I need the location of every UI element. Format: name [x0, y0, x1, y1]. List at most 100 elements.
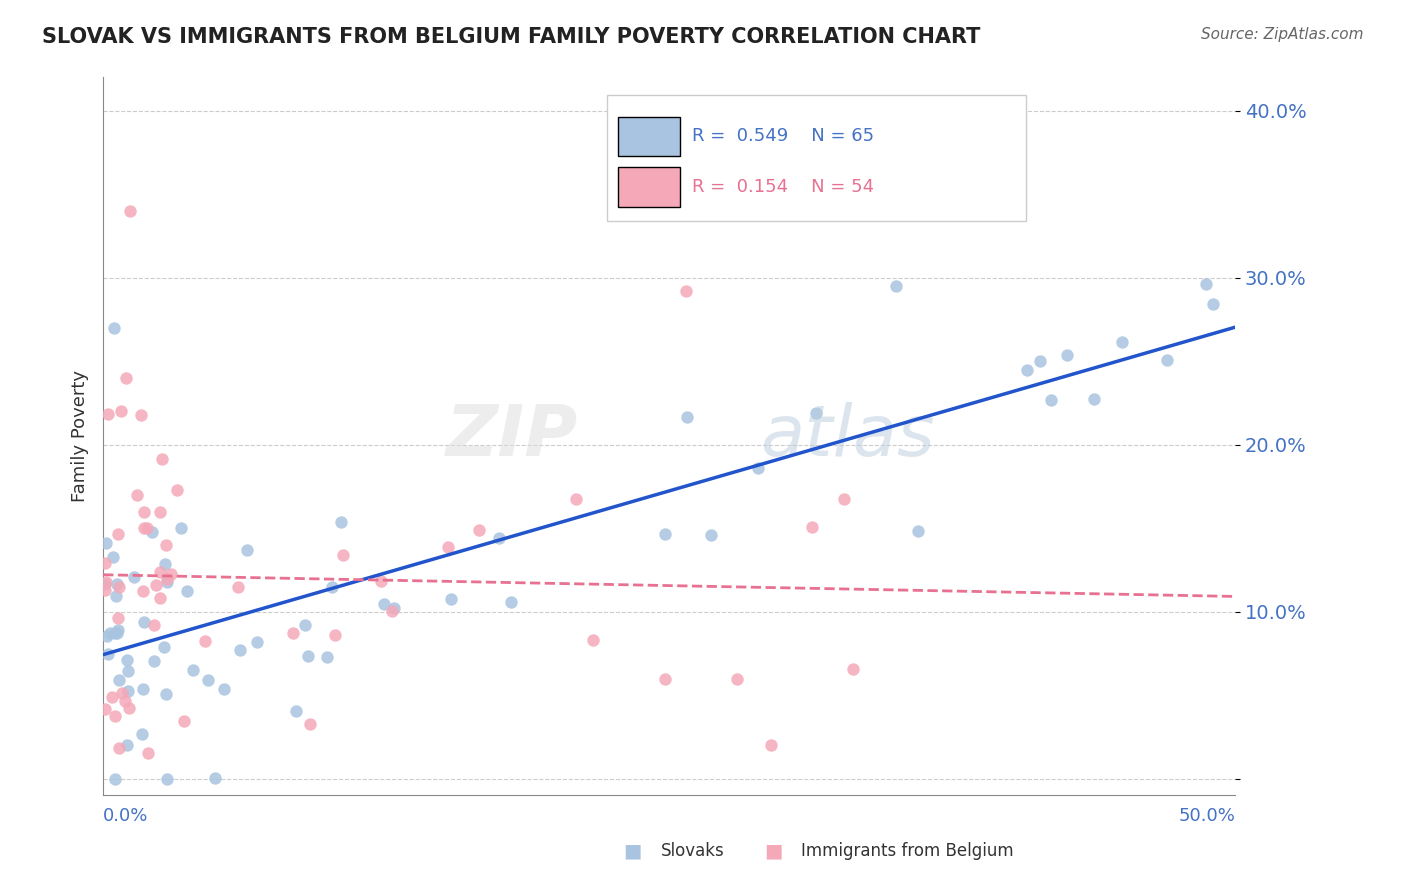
- Point: [236, 543, 259, 558]
- FancyBboxPatch shape: [619, 167, 681, 207]
- Point: [101, 690, 124, 705]
- Point: [138, 746, 160, 760]
- Point: [107, 624, 129, 638]
- Point: [834, 491, 856, 506]
- Point: [437, 541, 460, 555]
- Point: [117, 683, 139, 698]
- Point: [131, 583, 153, 598]
- Point: [499, 595, 522, 609]
- Point: [149, 565, 172, 579]
- Point: [1201, 297, 1223, 311]
- Point: [298, 717, 321, 731]
- Point: [294, 617, 316, 632]
- Point: [107, 611, 129, 625]
- Point: [806, 406, 828, 420]
- Point: [150, 451, 173, 466]
- Point: [122, 570, 145, 584]
- Point: [700, 528, 723, 542]
- Point: [131, 726, 153, 740]
- FancyBboxPatch shape: [607, 95, 1026, 221]
- Point: [907, 524, 929, 539]
- Text: atlas: atlas: [759, 402, 935, 471]
- Point: [330, 515, 353, 529]
- Text: ■: ■: [623, 841, 643, 860]
- Point: [155, 687, 177, 701]
- Point: [141, 524, 163, 539]
- Point: [747, 461, 769, 475]
- Point: [104, 590, 127, 604]
- Point: [97, 407, 120, 421]
- Point: [370, 574, 392, 588]
- Point: [118, 700, 141, 714]
- Point: [120, 204, 142, 219]
- Point: [110, 686, 132, 700]
- Point: [1056, 348, 1078, 362]
- Point: [297, 648, 319, 663]
- Point: [142, 618, 165, 632]
- Point: [94, 582, 117, 597]
- Point: [176, 584, 198, 599]
- Point: [134, 615, 156, 630]
- Text: 50.0%: 50.0%: [1178, 806, 1234, 824]
- Point: [149, 591, 172, 605]
- Point: [153, 557, 176, 571]
- Point: [194, 633, 217, 648]
- Text: R =  0.549    N = 65: R = 0.549 N = 65: [692, 128, 875, 145]
- Point: [115, 738, 138, 752]
- Point: [142, 654, 165, 668]
- Point: [115, 653, 138, 667]
- Point: [173, 714, 195, 728]
- Point: [132, 505, 155, 519]
- Point: [468, 523, 491, 537]
- Point: [94, 576, 117, 591]
- Point: [117, 664, 139, 678]
- Point: [94, 701, 117, 715]
- Point: [103, 549, 125, 564]
- Point: [97, 647, 120, 661]
- Point: [214, 682, 236, 697]
- Point: [114, 693, 136, 707]
- Point: [105, 626, 128, 640]
- Point: [156, 572, 179, 586]
- Text: ZIP: ZIP: [446, 402, 579, 471]
- Point: [160, 567, 183, 582]
- Point: [103, 321, 125, 335]
- Y-axis label: Family Poverty: Family Poverty: [72, 370, 89, 502]
- Point: [1015, 363, 1038, 377]
- Point: [761, 738, 783, 752]
- Point: [565, 492, 588, 507]
- Point: [131, 682, 153, 697]
- Point: [108, 741, 131, 756]
- Point: [676, 409, 699, 424]
- Point: [181, 663, 204, 677]
- Point: [1040, 392, 1063, 407]
- Point: [98, 626, 121, 640]
- Point: [96, 536, 118, 550]
- Point: [654, 527, 676, 541]
- FancyBboxPatch shape: [619, 117, 681, 156]
- Point: [1156, 353, 1178, 368]
- Point: [315, 649, 337, 664]
- Point: [170, 521, 193, 535]
- Text: R =  0.154    N = 54: R = 0.154 N = 54: [692, 178, 875, 195]
- Point: [725, 672, 748, 686]
- Point: [129, 409, 152, 423]
- Point: [1083, 392, 1105, 406]
- Point: [884, 279, 907, 293]
- Point: [204, 771, 226, 785]
- Point: [104, 772, 127, 786]
- Point: [229, 643, 252, 657]
- Point: [283, 626, 305, 640]
- Point: [153, 640, 176, 654]
- Point: [285, 704, 308, 718]
- Point: [1029, 354, 1052, 368]
- Text: Source: ZipAtlas.com: Source: ZipAtlas.com: [1201, 27, 1364, 42]
- Point: [104, 625, 127, 640]
- Point: [323, 628, 346, 642]
- Point: [228, 580, 250, 594]
- Point: [135, 521, 157, 535]
- Point: [127, 488, 149, 502]
- Point: [145, 578, 167, 592]
- Text: Slovaks: Slovaks: [661, 842, 724, 860]
- Point: [373, 597, 395, 611]
